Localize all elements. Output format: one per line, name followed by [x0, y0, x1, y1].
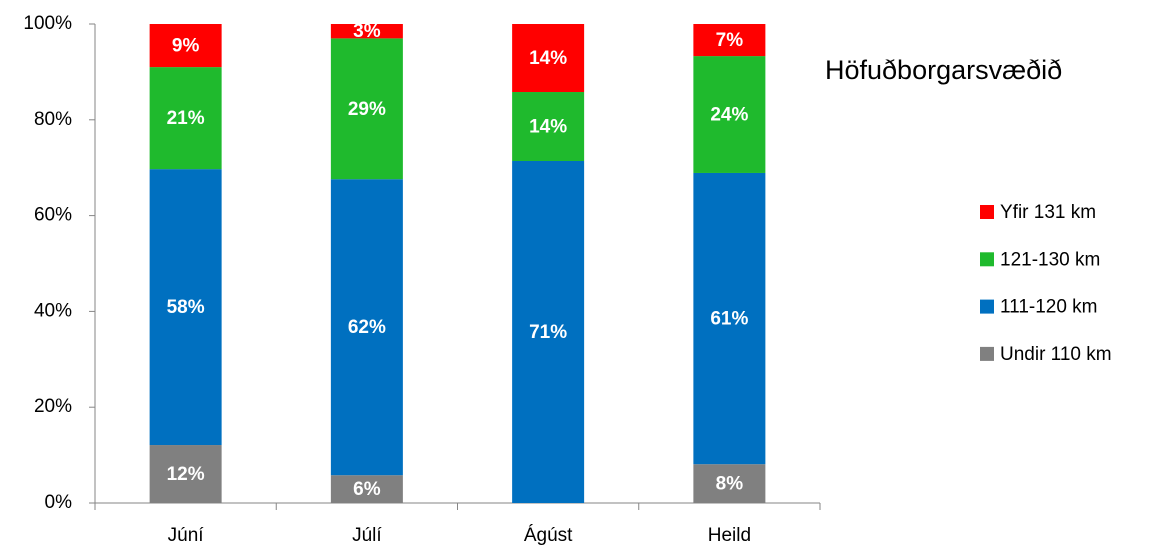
data-label: 8% — [716, 474, 744, 495]
bar-segment — [693, 464, 766, 503]
data-label: 3% — [353, 21, 381, 42]
bar-segment — [149, 445, 222, 503]
bar-segment — [330, 24, 403, 39]
y-tick-label: 20% — [34, 396, 72, 417]
bar-segment — [693, 172, 766, 465]
legend-label: Yfir 131 km — [1000, 202, 1096, 223]
data-label: 6% — [353, 479, 381, 500]
legend-swatch — [980, 205, 994, 219]
bar-segment — [512, 160, 585, 503]
data-label: 14% — [529, 48, 567, 69]
data-label: 12% — [167, 464, 205, 485]
data-label: 58% — [167, 297, 205, 318]
bar-segment — [330, 475, 403, 503]
legend-label: Undir 110 km — [1000, 344, 1112, 365]
data-label: 61% — [710, 309, 748, 330]
data-label: 7% — [716, 30, 744, 51]
x-tick-label: Júní — [168, 525, 205, 546]
bar-segment — [330, 179, 403, 476]
chart-title: Höfuðborgarsvæðið — [825, 55, 1062, 85]
data-label: 24% — [710, 105, 748, 126]
legend-swatch — [980, 299, 994, 314]
bar-segment — [149, 169, 222, 446]
y-tick-label: 80% — [34, 109, 72, 130]
y-tick-label: 60% — [34, 205, 72, 226]
bar-segment — [512, 24, 585, 93]
bar-segment — [330, 38, 403, 180]
legend-label: 121-130 km — [1000, 249, 1100, 270]
data-label: 62% — [348, 317, 386, 338]
legend-label: 111-120 km — [1000, 297, 1098, 318]
x-tick-label: Ágúst — [524, 525, 573, 546]
bar-segment — [149, 67, 222, 170]
x-tick-label: Júlí — [352, 525, 382, 546]
y-tick-label: 100% — [23, 13, 72, 34]
legend-swatch — [980, 346, 994, 361]
y-tick-label: 40% — [34, 300, 72, 321]
data-label: 71% — [529, 322, 567, 343]
data-label: 9% — [172, 36, 200, 57]
bar-segment — [512, 92, 585, 161]
x-tick-label: Heild — [708, 525, 751, 546]
y-tick-label: 0% — [45, 492, 73, 513]
bar-segment — [693, 24, 766, 57]
data-label: 14% — [529, 117, 567, 138]
data-label: 21% — [167, 108, 205, 129]
bar-segment — [693, 56, 766, 173]
bar-segment — [149, 24, 222, 68]
data-label: 29% — [348, 99, 386, 120]
legend-swatch — [980, 252, 994, 267]
